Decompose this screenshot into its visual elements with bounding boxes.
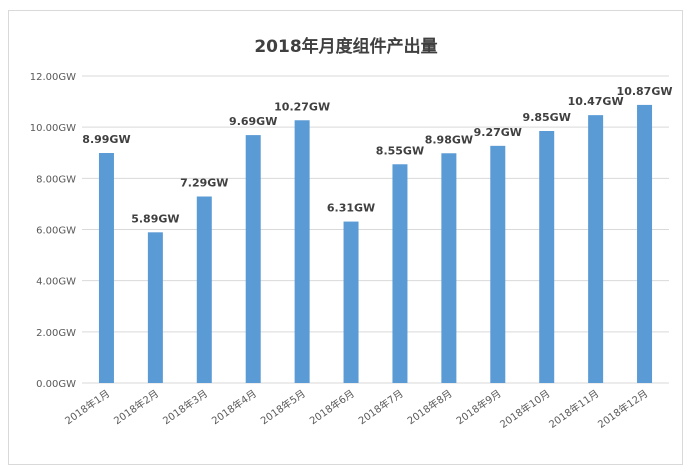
bar — [392, 164, 408, 383]
x-tick-label: 2018年9月 — [454, 387, 504, 427]
data-label: 10.87GW — [617, 85, 673, 98]
x-tick-label: 2018年8月 — [405, 387, 455, 427]
x-axis-ticks: 2018年1月 2018年2月 2018年3月 2018年4月 2018年5月 2018年… — [62, 387, 650, 431]
chart-frame: 2018年月度组件产出量 0.00GW 2.00GW 4.00GW 6.00GW 8.0… — [8, 10, 683, 465]
bar — [490, 145, 506, 383]
x-tick-label: 2018年4月 — [209, 387, 259, 427]
bar — [539, 131, 555, 383]
chart-title: 2018年月度组件产出量 — [254, 36, 437, 57]
data-label: 7.29GW — [180, 176, 228, 189]
bar — [588, 115, 604, 383]
data-label: 8.99GW — [82, 133, 130, 146]
data-label: 5.89GW — [131, 212, 179, 225]
data-label: 9.69GW — [229, 115, 277, 128]
x-tick-label: 2018年11月 — [546, 387, 601, 431]
y-tick-label: 4.00GW — [36, 277, 76, 288]
y-tick-label: 8.00GW — [36, 174, 76, 185]
data-label: 9.27GW — [474, 126, 522, 139]
x-tick-label: 2018年12月 — [595, 387, 650, 431]
y-axis-ticks: 0.00GW 2.00GW 4.00GW 6.00GW 8.00GW 10.00GW 12.… — [30, 72, 76, 390]
x-tick-label: 2018年10月 — [497, 387, 552, 431]
bar — [294, 120, 310, 384]
bar — [343, 221, 359, 383]
data-label: 8.98GW — [425, 133, 473, 146]
y-tick-label: 10.00GW — [30, 123, 76, 134]
data-label: 10.27GW — [274, 100, 330, 113]
y-tick-label: 12.00GW — [30, 72, 76, 83]
data-label: 8.55GW — [376, 144, 424, 157]
bar — [196, 196, 212, 383]
x-tick-label: 2018年3月 — [160, 387, 210, 427]
bar — [637, 104, 653, 383]
bar — [245, 135, 261, 383]
x-tick-label: 2018年1月 — [62, 387, 112, 427]
y-tick-label: 6.00GW — [36, 226, 76, 237]
x-tick-label: 2018年7月 — [356, 387, 406, 427]
data-labels: 8.99GW 5.89GW 7.29GW 9.69GW 10.27GW 6.31GW 8.5… — [82, 85, 672, 225]
y-tick-label: 0.00GW — [36, 379, 76, 390]
monthly-output-bar-chart: 2018年月度组件产出量 0.00GW 2.00GW 4.00GW 6.00GW 8.0… — [30, 36, 673, 431]
data-label: 6.31GW — [327, 202, 375, 215]
bar — [441, 153, 457, 383]
y-tick-label: 2.00GW — [36, 328, 76, 339]
bar — [147, 232, 163, 383]
bar — [98, 153, 114, 383]
x-tick-label: 2018年6月 — [307, 387, 357, 427]
bars — [98, 104, 653, 384]
x-tick-label: 2018年5月 — [258, 387, 308, 427]
x-tick-label: 2018年2月 — [111, 387, 161, 427]
data-label: 10.47GW — [568, 95, 624, 108]
data-label: 9.85GW — [523, 111, 571, 124]
gridlines — [82, 75, 669, 384]
